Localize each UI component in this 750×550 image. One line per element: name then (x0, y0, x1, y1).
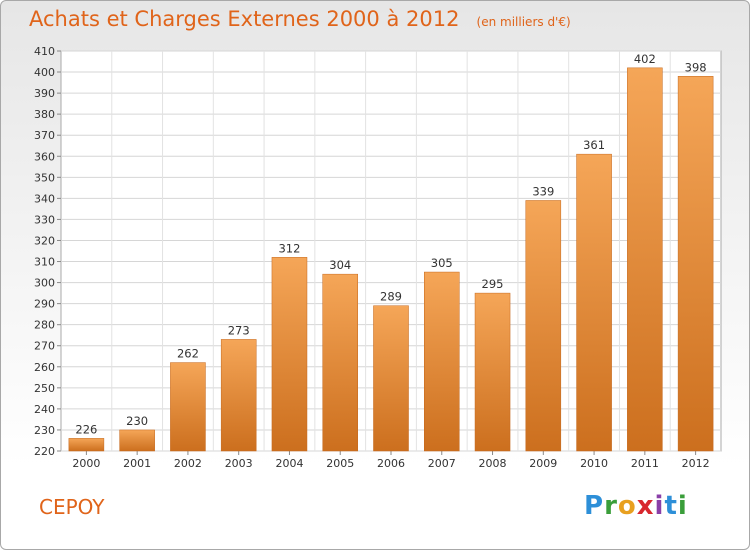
value-label: 226 (75, 422, 97, 436)
value-label: 339 (532, 184, 554, 198)
y-tick-label: 400 (34, 66, 55, 79)
value-label: 304 (329, 258, 351, 272)
logo-letter: r (604, 491, 618, 521)
bar-2008 (474, 292, 511, 452)
logo-letter: t (664, 491, 678, 521)
y-tick-label: 220 (34, 445, 55, 458)
x-tick-label: 2004 (275, 457, 303, 470)
y-tick-label: 230 (34, 424, 55, 437)
bar-2000 (68, 438, 105, 452)
bar-2010 (576, 153, 612, 452)
value-label: 295 (482, 277, 504, 291)
bar-2006 (373, 305, 409, 452)
commune-name: CEPOY (39, 495, 105, 519)
y-tick-label: 370 (34, 129, 55, 142)
y-tick-label: 360 (34, 150, 55, 163)
value-label: 289 (380, 290, 402, 304)
y-tick-label: 270 (34, 340, 55, 353)
x-tick-label: 2007 (428, 457, 456, 470)
y-tick-label: 340 (34, 192, 55, 205)
value-label: 361 (583, 138, 605, 152)
y-tick-label: 260 (34, 361, 55, 374)
x-tick-label: 2008 (479, 457, 507, 470)
value-label: 402 (634, 52, 656, 66)
bar-2007 (424, 271, 460, 452)
value-label: 230 (126, 414, 148, 428)
y-tick-label: 390 (34, 87, 55, 100)
logo-letter: x (636, 491, 655, 521)
bar-2001 (119, 429, 155, 452)
y-tick-label: 240 (34, 403, 55, 416)
x-tick-label: 2010 (580, 457, 608, 470)
value-label: 273 (228, 323, 250, 337)
chart-subtitle: (en milliers d'€) (476, 15, 571, 29)
value-label: 305 (431, 256, 453, 270)
x-tick-label: 2000 (72, 457, 100, 470)
bar-2004 (271, 257, 308, 452)
bars (68, 67, 714, 452)
y-tick-label: 330 (34, 213, 55, 226)
y-tick-label: 410 (34, 45, 55, 58)
x-tick-label: 2003 (225, 457, 253, 470)
bar-2009 (525, 200, 562, 452)
x-tick-label: 2005 (326, 457, 354, 470)
logo-letter: i (677, 491, 688, 521)
chart-title: Achats et Charges Externes 2000 à 2012 (… (29, 7, 571, 31)
labels: 220 230 240 250 260 270 280 290 300 310 320 330 340 3… (34, 45, 710, 470)
y-tick-label: 350 (34, 171, 55, 184)
value-label: 262 (177, 347, 199, 361)
x-tick-label: 2011 (631, 457, 659, 470)
x-tick-label: 2002 (174, 457, 202, 470)
y-tick-label: 320 (34, 234, 55, 247)
x-tick-label: 2006 (377, 457, 405, 470)
y-tick-label: 250 (34, 382, 55, 395)
chart-title-text: Achats et Charges Externes 2000 à 2012 (29, 7, 460, 31)
logo-letter: i (654, 491, 665, 521)
logo-letter: P (584, 491, 605, 521)
value-label: 312 (278, 241, 300, 255)
bar-2012 (677, 76, 714, 452)
proxiti-logo: Proxiti (584, 491, 688, 521)
y-tick-label: 380 (34, 108, 55, 121)
y-tick-label: 280 (34, 319, 55, 332)
bar-2011 (627, 67, 663, 452)
x-tick-label: 2001 (123, 457, 151, 470)
bar-2002 (170, 362, 206, 452)
y-tick-label: 300 (34, 277, 55, 290)
logo-letter: o (617, 491, 637, 521)
value-label: 398 (685, 60, 707, 74)
bar-2003 (220, 339, 257, 452)
x-tick-label: 2012 (682, 457, 710, 470)
y-tick-label: 290 (34, 298, 55, 311)
x-tick-label: 2009 (529, 457, 557, 470)
y-tick-label: 310 (34, 256, 55, 269)
bar-2005 (322, 273, 358, 452)
